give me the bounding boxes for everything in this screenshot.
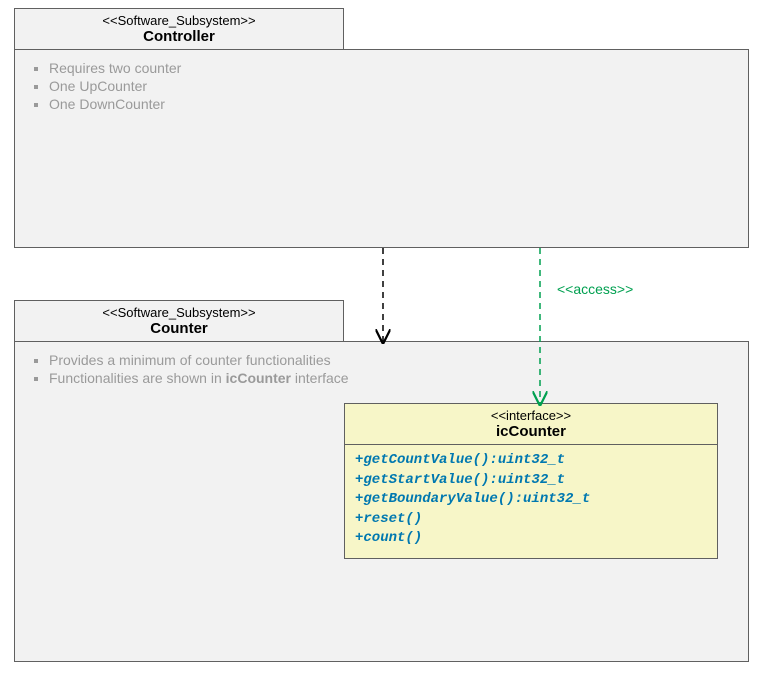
- controller-tab: <<Software_Subsystem>> Controller: [14, 8, 344, 50]
- interface-header: <<interface>> icCounter: [345, 404, 717, 445]
- controller-body: Requires two counter One UpCounter One D…: [14, 49, 749, 248]
- interface-name: icCounter: [353, 423, 709, 440]
- access-label: <<access>>: [557, 281, 633, 297]
- interface-method: +getStartValue():uint32_t: [355, 471, 707, 491]
- controller-stereotype: <<Software_Subsystem>>: [31, 13, 327, 28]
- list-item: One UpCounter: [49, 78, 734, 94]
- counter-tab: <<Software_Subsystem>> Counter: [14, 300, 344, 342]
- controller-desc-list: Requires two counter One UpCounter One D…: [29, 60, 734, 112]
- interface-methods: +getCountValue():uint32_t +getStartValue…: [345, 445, 717, 555]
- interface-method: +getBoundaryValue():uint32_t: [355, 490, 707, 510]
- counter-desc-list: Provides a minimum of counter functional…: [29, 352, 734, 386]
- list-item: Functionalities are shown in icCounter i…: [49, 370, 734, 386]
- list-item: Requires two counter: [49, 60, 734, 76]
- interface-box: <<interface>> icCounter +getCountValue()…: [344, 403, 718, 559]
- interface-method: +getCountValue():uint32_t: [355, 451, 707, 471]
- list-item: One DownCounter: [49, 96, 734, 112]
- counter-name: Counter: [31, 320, 327, 337]
- counter-stereotype: <<Software_Subsystem>>: [31, 305, 327, 320]
- interface-method: +reset(): [355, 510, 707, 530]
- list-item: Provides a minimum of counter functional…: [49, 352, 734, 368]
- controller-name: Controller: [31, 28, 327, 45]
- interface-stereotype: <<interface>>: [353, 408, 709, 423]
- interface-method: +count(): [355, 529, 707, 549]
